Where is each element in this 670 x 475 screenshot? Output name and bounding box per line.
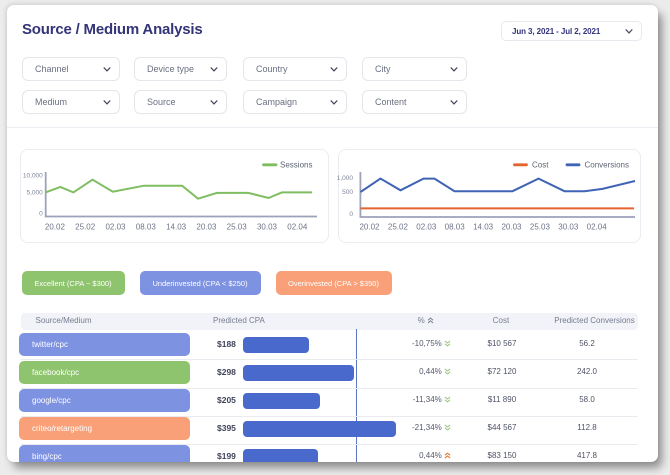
svg-text:02.03: 02.03 — [416, 223, 437, 232]
svg-text:20.03: 20.03 — [196, 223, 217, 232]
svg-text:Sessions: Sessions — [280, 161, 312, 170]
svg-text:02.03: 02.03 — [105, 223, 126, 232]
svg-text:0: 0 — [39, 211, 43, 218]
svg-text:25.03: 25.03 — [529, 223, 550, 232]
svg-text:20.02: 20.02 — [45, 223, 66, 232]
svg-text:14.03: 14.03 — [473, 223, 494, 232]
svg-text:5,000: 5,000 — [27, 190, 44, 197]
svg-text:08.03: 08.03 — [136, 223, 157, 232]
svg-text:30.03: 30.03 — [558, 223, 579, 232]
svg-text:Conversions: Conversions — [584, 161, 628, 170]
svg-text:20.03: 20.03 — [501, 223, 522, 232]
svg-text:25.02: 25.02 — [75, 223, 96, 232]
svg-text:25.03: 25.03 — [227, 223, 248, 232]
svg-text:30.03: 30.03 — [257, 223, 278, 232]
svg-text:02.04: 02.04 — [287, 223, 308, 232]
svg-text:0: 0 — [349, 211, 353, 218]
svg-text:08.03: 08.03 — [444, 223, 465, 232]
svg-text:Cost: Cost — [532, 161, 549, 170]
svg-text:25.02: 25.02 — [387, 223, 408, 232]
svg-text:20.02: 20.02 — [359, 223, 380, 232]
svg-text:500: 500 — [342, 189, 353, 196]
svg-text:10,000: 10,000 — [23, 173, 43, 180]
svg-text:1,000: 1,000 — [336, 175, 353, 182]
svg-text:02.04: 02.04 — [586, 223, 607, 232]
svg-text:14.03: 14.03 — [166, 223, 187, 232]
